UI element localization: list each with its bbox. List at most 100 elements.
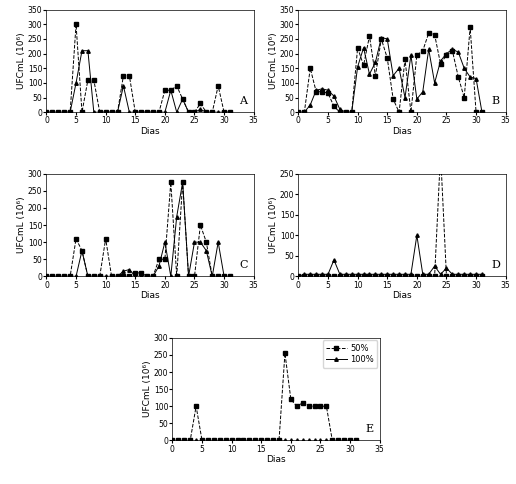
50% <box>205 438 211 443</box>
50% <box>55 109 61 115</box>
50% <box>197 101 203 106</box>
100% <box>396 65 402 71</box>
50% <box>461 95 467 101</box>
50% <box>49 109 55 115</box>
100% <box>455 49 461 55</box>
100% <box>312 438 318 443</box>
50% <box>479 109 485 115</box>
100% <box>79 48 85 54</box>
100% <box>414 232 420 238</box>
100% <box>203 248 209 254</box>
50% <box>175 438 182 443</box>
50% <box>426 273 432 279</box>
50% <box>168 180 174 185</box>
100% <box>169 438 175 443</box>
50% <box>79 248 85 254</box>
100% <box>209 273 215 279</box>
50% <box>193 403 199 409</box>
100% <box>85 48 91 54</box>
50% <box>211 438 217 443</box>
50% <box>341 438 347 443</box>
50% <box>209 109 215 115</box>
Line: 100%: 100% <box>45 49 232 114</box>
100% <box>168 87 174 93</box>
100% <box>67 109 73 115</box>
100% <box>91 273 97 279</box>
100% <box>366 71 373 77</box>
Y-axis label: UFCmL (10⁶): UFCmL (10⁶) <box>269 197 278 253</box>
Line: 100%: 100% <box>297 36 483 114</box>
50% <box>390 273 396 279</box>
100% <box>449 272 456 277</box>
100% <box>337 272 343 277</box>
50% <box>313 89 319 95</box>
Y-axis label: UFCmL (10⁶): UFCmL (10⁶) <box>17 32 26 89</box>
100% <box>240 438 247 443</box>
50% <box>103 236 109 242</box>
50% <box>313 273 319 279</box>
100% <box>295 109 301 115</box>
50% <box>288 396 294 402</box>
100% <box>361 45 367 51</box>
50% <box>79 109 85 115</box>
100% <box>187 438 194 443</box>
Line: 100%: 100% <box>45 181 232 278</box>
50% <box>126 273 133 279</box>
100% <box>43 273 50 279</box>
100% <box>335 438 342 443</box>
100% <box>343 109 349 115</box>
100% <box>301 109 308 115</box>
100% <box>55 109 61 115</box>
50% <box>384 55 390 61</box>
50% <box>301 273 308 279</box>
50% <box>420 48 426 54</box>
50% <box>126 73 133 78</box>
100% <box>390 73 396 78</box>
50% <box>366 33 373 39</box>
50% <box>197 222 203 228</box>
100% <box>353 438 359 443</box>
100% <box>331 257 337 263</box>
100% <box>180 96 186 102</box>
Text: A: A <box>239 96 247 106</box>
50% <box>325 273 331 279</box>
100% <box>443 265 449 271</box>
100% <box>461 272 467 277</box>
100% <box>479 272 485 277</box>
100% <box>49 109 55 115</box>
100% <box>354 272 361 277</box>
50% <box>85 77 91 83</box>
50% <box>307 65 313 71</box>
50% <box>91 77 97 83</box>
Y-axis label: UFCmL (10⁶): UFCmL (10⁶) <box>269 32 278 89</box>
100% <box>373 60 379 65</box>
100% <box>73 80 79 86</box>
50% <box>449 48 456 54</box>
50% <box>132 270 138 276</box>
50% <box>467 24 473 30</box>
100% <box>390 272 396 277</box>
50% <box>317 403 324 409</box>
100% <box>173 109 180 115</box>
Line: 50%: 50% <box>297 26 483 114</box>
100% <box>173 213 180 219</box>
50% <box>354 45 361 51</box>
100% <box>402 272 408 277</box>
100% <box>108 109 115 115</box>
50% <box>331 273 337 279</box>
100% <box>103 273 109 279</box>
Line: 50%: 50% <box>171 351 358 442</box>
50% <box>305 403 312 409</box>
50% <box>479 273 485 279</box>
50% <box>300 400 306 406</box>
Text: D: D <box>491 260 500 270</box>
100% <box>120 83 126 89</box>
100% <box>414 96 420 102</box>
50% <box>229 438 235 443</box>
100% <box>443 51 449 57</box>
100% <box>132 273 138 279</box>
50% <box>209 273 215 279</box>
100% <box>73 273 79 279</box>
50% <box>234 438 240 443</box>
50% <box>319 273 325 279</box>
